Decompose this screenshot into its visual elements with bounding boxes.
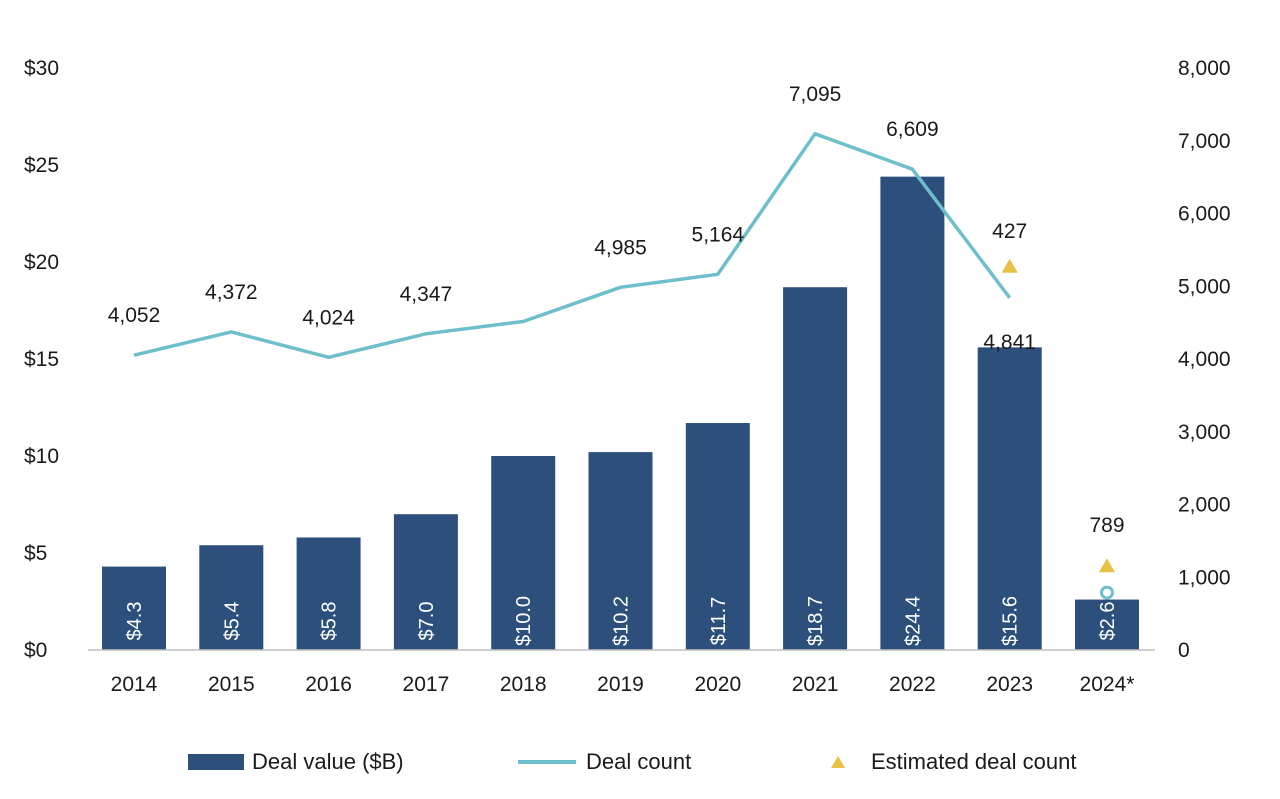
estimated-deal-count-marker <box>1099 558 1115 573</box>
deal-value-label: $4.3 <box>124 602 146 641</box>
legend-swatch-line <box>518 760 576 764</box>
x-tick-label: 2023 <box>986 673 1033 696</box>
x-tick-label: 2021 <box>792 673 839 696</box>
y-left-tick-label: $25 <box>24 154 59 177</box>
deal-value-bar <box>199 545 264 650</box>
x-tick-label: 2015 <box>208 673 255 696</box>
deal-count-label: 4,985 <box>594 236 647 259</box>
deal-value-label: $5.8 <box>319 602 341 641</box>
x-axis: 2014 2015 2016 2017 2018 2019 2020 2021 2022 2023… <box>111 673 1135 696</box>
deal-value-bar <box>685 423 750 650</box>
estimated-deal-count-label: 427 <box>992 220 1027 243</box>
deal-count-label: 4,024 <box>302 306 355 329</box>
y-left-tick-label: $10 <box>24 445 59 468</box>
estimated-deal-count-markers: 427 <box>992 220 1115 573</box>
y-left-tick-label: $0 <box>24 639 47 662</box>
deal-value-bar <box>491 456 556 650</box>
deal-count-point <box>1100 585 1114 600</box>
deal-count-label: 4,372 <box>205 281 258 304</box>
legend-label-deal-value: Deal value ($B) <box>252 749 404 774</box>
deal-value-label: $24.4 <box>902 596 924 646</box>
chart-legend: Deal value ($B) Deal count Estimated dea… <box>0 742 1280 782</box>
y-right-tick-label: 3,000 <box>1178 421 1231 444</box>
x-tick-label: 2018 <box>500 673 547 696</box>
deal-value-label: $15.6 <box>1000 596 1022 646</box>
deal-value-label: $18.7 <box>805 596 827 646</box>
legend-label-estimated-deal-count: Estimated deal count <box>871 749 1077 774</box>
deal-count-label: 789 <box>1089 514 1124 537</box>
deal-value-label: $2.6 <box>1097 602 1119 641</box>
deal-value-label: $5.4 <box>221 602 243 641</box>
deal-count-label: 6,609 <box>886 118 939 141</box>
deal-value-bar <box>1075 599 1139 650</box>
legend-item-deal-value: Deal value ($B) <box>188 742 404 782</box>
x-tick-label: 2016 <box>305 673 352 696</box>
deal-value-bar <box>296 537 361 650</box>
legend-item-estimated-deal-count: Estimated deal count <box>831 742 1076 782</box>
deal-count-line: 4,052 4,372 4,024 4,347 4,985 5,164 7,095 6,609… <box>108 83 1125 600</box>
y-right-tick-label: 1,000 <box>1178 566 1231 589</box>
deal-value-bar <box>880 176 945 650</box>
x-tick-label: 2024* <box>1080 673 1135 696</box>
deal-value-bar <box>102 566 166 650</box>
legend-swatch-triangle <box>831 756 845 768</box>
y-right-tick-label: 2,000 <box>1178 494 1231 517</box>
y-left-tick-label: $20 <box>24 251 59 274</box>
y-left-axis: $0 $5 $10 $15 $20 $25 $30 <box>24 57 59 662</box>
deal-count-label: 5,164 <box>692 223 745 246</box>
x-tick-label: 2017 <box>403 673 450 696</box>
legend-item-deal-count: Deal count <box>518 742 691 782</box>
legend-swatch-bar <box>188 754 244 770</box>
y-right-tick-label: 0 <box>1178 639 1190 662</box>
y-right-tick-label: 4,000 <box>1178 348 1231 371</box>
x-tick-label: 2019 <box>597 673 644 696</box>
deal-value-bars: $4.3 $5.4 $5.8 $7.0 $10.0 $10.2 $11.7 $18.7 $24.… <box>102 176 1139 650</box>
deal-value-bar <box>588 452 653 650</box>
x-tick-label: 2020 <box>694 673 741 696</box>
x-tick-label: 2022 <box>889 673 936 696</box>
y-right-tick-label: 8,000 <box>1178 57 1231 80</box>
y-right-tick-label: 6,000 <box>1178 203 1231 226</box>
legend-label-deal-count: Deal count <box>586 749 692 774</box>
deal-value-label: $7.0 <box>416 602 438 641</box>
deal-count-label: 4,347 <box>400 283 453 306</box>
deal-count-label: 4,052 <box>108 304 161 327</box>
estimated-deal-count-marker <box>1001 258 1018 273</box>
deal-value-label: $10.0 <box>513 596 535 646</box>
deal-value-bar <box>393 514 458 650</box>
deal-count-label: 4,841 <box>983 331 1036 354</box>
deal-count-series-line <box>133 132 1012 360</box>
y-left-tick-label: $5 <box>24 542 47 565</box>
y-right-tick-label: 7,000 <box>1178 130 1231 153</box>
deal-value-label: $10.2 <box>611 596 633 646</box>
y-left-tick-label: $30 <box>24 57 59 80</box>
y-right-axis: 0 1,000 2,000 3,000 4,000 5,000 6,000 7,000 8,00… <box>1178 57 1231 662</box>
y-left-tick-label: $15 <box>24 348 59 371</box>
deal-value-label: $11.7 <box>708 597 730 646</box>
x-tick-label: 2014 <box>111 673 158 696</box>
deal-value-bar <box>783 287 848 650</box>
deal-count-label: 7,095 <box>789 83 842 106</box>
y-right-tick-label: 5,000 <box>1178 275 1231 298</box>
deal-value-bar <box>977 347 1042 650</box>
